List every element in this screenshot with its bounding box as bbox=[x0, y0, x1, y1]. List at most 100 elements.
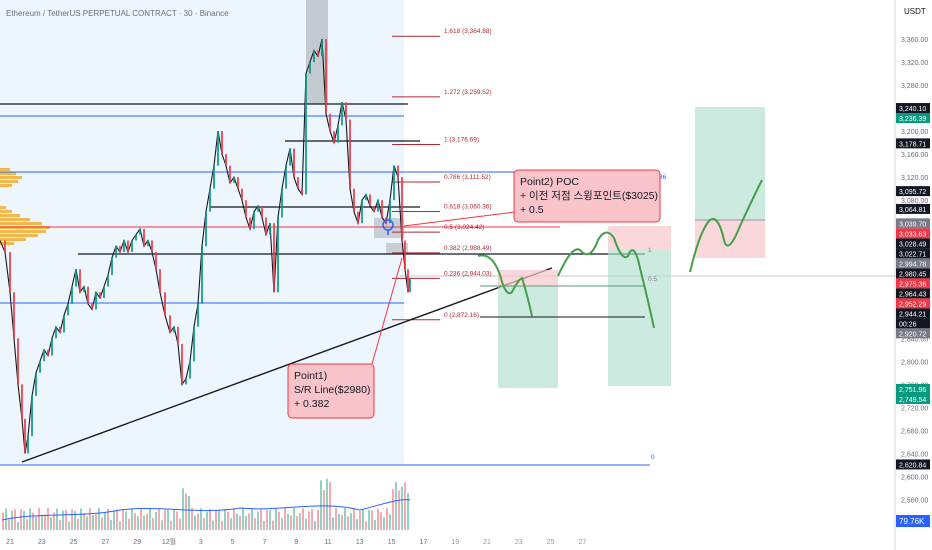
volume-bar bbox=[302, 508, 304, 530]
candle bbox=[365, 194, 367, 201]
point2-box bbox=[513, 169, 661, 223]
candle bbox=[177, 326, 179, 345]
fib-level-label: 0.5 (3,024.42) bbox=[444, 224, 484, 231]
volume-bar bbox=[188, 495, 190, 530]
volume-bar bbox=[347, 516, 349, 530]
x-tick-label: 29 bbox=[133, 539, 141, 546]
price-badge: 3,022.71 bbox=[899, 251, 926, 258]
volume-bar bbox=[71, 509, 73, 530]
candle bbox=[257, 205, 259, 212]
point2-text-line: Point2) POC bbox=[520, 176, 579, 188]
price-badge: 2,944.21 bbox=[899, 311, 926, 318]
candle bbox=[75, 269, 77, 287]
volume-bar bbox=[377, 508, 379, 530]
price-badge-bg bbox=[896, 393, 930, 404]
x-tick-label: 19 bbox=[451, 539, 459, 546]
volume-bar bbox=[14, 509, 16, 530]
volume-bar bbox=[203, 518, 205, 530]
volume-bar bbox=[95, 514, 97, 530]
candle bbox=[173, 326, 175, 333]
volume-bar bbox=[233, 508, 235, 530]
candle bbox=[67, 303, 69, 316]
volume-bar bbox=[170, 521, 172, 530]
right-fib-label: 0 bbox=[651, 454, 655, 461]
volume-bar bbox=[68, 521, 70, 530]
volume-bar bbox=[308, 511, 310, 530]
candle bbox=[185, 378, 187, 385]
volume-profile-bar bbox=[0, 210, 12, 213]
candle bbox=[401, 177, 403, 241]
candle bbox=[47, 349, 49, 356]
volume-bar bbox=[341, 515, 343, 530]
x-tick-label: 25 bbox=[70, 539, 78, 546]
candle bbox=[55, 326, 57, 339]
candle bbox=[237, 177, 239, 189]
price-badge: 2,751.96 bbox=[899, 387, 926, 394]
volume-bar bbox=[26, 519, 28, 530]
volume-bar bbox=[176, 511, 178, 530]
candle bbox=[209, 188, 211, 212]
volume-bar bbox=[362, 509, 364, 530]
volume-profile-bar bbox=[0, 234, 38, 237]
candle bbox=[381, 200, 383, 218]
price-badge-bg bbox=[896, 138, 930, 149]
candle bbox=[35, 372, 37, 396]
price-badge: 2,920.72 bbox=[899, 331, 926, 338]
candle bbox=[59, 326, 61, 333]
volume-bar bbox=[401, 486, 403, 530]
price-badge-bg bbox=[896, 288, 930, 299]
volume-bar bbox=[2, 512, 4, 530]
price-badge: 3,178.71 bbox=[899, 141, 926, 148]
point2-pointer bbox=[403, 211, 516, 227]
candle bbox=[51, 338, 53, 356]
chart-title: Ethereum / TetherUS PERPETUAL CONTRACT ·… bbox=[6, 9, 229, 18]
candle bbox=[197, 303, 199, 327]
volume-bar bbox=[353, 508, 355, 530]
volume-bar bbox=[74, 511, 76, 530]
price-badge-bg bbox=[896, 103, 930, 114]
volume-bar bbox=[131, 508, 133, 530]
y-tick-label: 3,120.00 bbox=[901, 175, 928, 182]
volume-bar bbox=[239, 515, 241, 530]
volume-bar bbox=[38, 508, 40, 530]
volume-profile-bar bbox=[0, 218, 30, 221]
volume-bar bbox=[386, 508, 388, 530]
point2-text-line: + 이전 저점 스윙포인트($3025) bbox=[520, 190, 658, 202]
volume-badge-bg bbox=[896, 515, 930, 527]
volume-badge: 79.76K bbox=[899, 517, 925, 526]
candle bbox=[143, 228, 145, 247]
volume-bar bbox=[263, 520, 265, 530]
volume-bar bbox=[404, 482, 406, 530]
volume-bar bbox=[182, 488, 184, 530]
candle bbox=[349, 119, 351, 189]
volume-bar bbox=[128, 518, 130, 530]
point1-box bbox=[287, 363, 375, 419]
x-tick-label: 11 bbox=[324, 539, 331, 546]
x-tick-label: 21 bbox=[483, 539, 491, 546]
volume-profile-bar bbox=[0, 184, 12, 187]
point2-text-line: + 0.5 bbox=[520, 204, 544, 216]
y-tick-label: 2,600.00 bbox=[901, 474, 928, 481]
volume-bar bbox=[392, 488, 394, 530]
y-tick-label: 2,680.00 bbox=[901, 428, 928, 435]
candle bbox=[63, 315, 65, 333]
right-fib-label: 1 bbox=[648, 247, 652, 254]
volume-bar bbox=[248, 513, 250, 530]
candle bbox=[4, 240, 6, 252]
candle bbox=[9, 251, 11, 293]
candle bbox=[31, 395, 33, 437]
candle bbox=[95, 292, 97, 310]
price-badge: 3,236.39 bbox=[899, 116, 926, 123]
candle bbox=[293, 148, 295, 178]
candle bbox=[317, 50, 319, 57]
candle bbox=[329, 113, 331, 132]
price-badge-bg bbox=[896, 278, 930, 289]
candle bbox=[269, 223, 271, 235]
price-badge-bg bbox=[896, 258, 930, 269]
volume-profile-bar bbox=[0, 168, 10, 171]
volume-bar bbox=[173, 509, 175, 530]
volume-bar bbox=[17, 521, 19, 530]
currency-label: USDT bbox=[904, 7, 926, 16]
volume-bar bbox=[137, 516, 139, 530]
